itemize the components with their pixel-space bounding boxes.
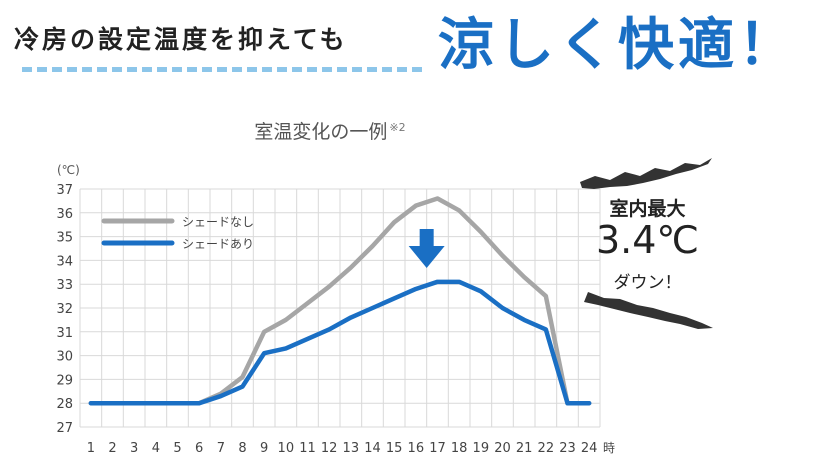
y-tick-label: 30 — [56, 350, 73, 365]
x-tick-label: 20 — [494, 441, 511, 456]
x-axis-unit: 時 — [603, 441, 615, 455]
chart-title: 室温変化の一例 ※2 — [0, 117, 660, 144]
x-tick-label: 3 — [130, 441, 138, 456]
x-tick-label: 22 — [538, 441, 555, 456]
x-tick-label: 16 — [408, 441, 425, 456]
callout-torn-edges — [580, 158, 713, 329]
callout-box: 室内最大 3.4℃ ダウン！ — [580, 152, 715, 332]
y-tick-label: 32 — [56, 302, 73, 317]
x-tick-label: 15 — [386, 441, 403, 456]
y-tick-label: 35 — [56, 231, 73, 246]
y-axis-label: (℃) — [57, 163, 80, 177]
y-tick-label: 28 — [56, 397, 73, 412]
y-tick-label: 33 — [56, 278, 73, 293]
x-tick-label: 17 — [429, 441, 446, 456]
x-tick-label: 1 — [87, 441, 95, 456]
legend-label-1: シェードあり — [182, 237, 254, 251]
x-tick-label: 10 — [278, 441, 295, 456]
x-tick-label: 23 — [559, 441, 576, 456]
y-tick-label: 29 — [56, 373, 73, 388]
x-tick-label: 11 — [299, 441, 316, 456]
series-line-1 — [88, 279, 592, 406]
headline-right-text: 涼しく快適！ — [438, 13, 798, 78]
x-tick-label: 8 — [238, 441, 246, 456]
headline-dashed-underline — [22, 67, 422, 72]
callout-line1: 室内最大 — [609, 198, 686, 220]
x-tick-label: 9 — [260, 441, 268, 456]
legend-label-0: シェードなし — [182, 215, 254, 229]
chart-title-note: ※2 — [389, 120, 406, 134]
x-tick-label: 18 — [451, 441, 468, 456]
x-tick-label: 6 — [195, 441, 203, 456]
chart-title-text: 室温変化の一例 — [254, 121, 388, 143]
y-tick-label: 34 — [56, 254, 73, 269]
y-tick-label: 36 — [56, 207, 73, 222]
callout-line2: 3.4℃ — [595, 218, 700, 262]
x-tick-label: 24 — [581, 441, 598, 456]
callout-line3: ダウン！ — [613, 273, 682, 293]
x-tick-label: 7 — [217, 441, 225, 456]
x-tick-label: 13 — [343, 441, 360, 456]
x-tick-label: 4 — [152, 441, 160, 456]
x-tick-label: 2 — [108, 441, 116, 456]
x-tick-label: 12 — [321, 441, 338, 456]
y-tick-label: 31 — [56, 326, 73, 341]
y-tick-label: 37 — [56, 183, 73, 198]
x-tick-label: 14 — [364, 441, 381, 456]
x-tick-label: 21 — [516, 441, 533, 456]
headline-left-text: 冷房の設定温度を抑えても — [14, 25, 348, 54]
x-tick-label: 5 — [173, 441, 181, 456]
x-tick-label: 19 — [473, 441, 490, 456]
y-tick-label: 27 — [56, 421, 73, 436]
down-arrow-icon — [408, 229, 445, 268]
